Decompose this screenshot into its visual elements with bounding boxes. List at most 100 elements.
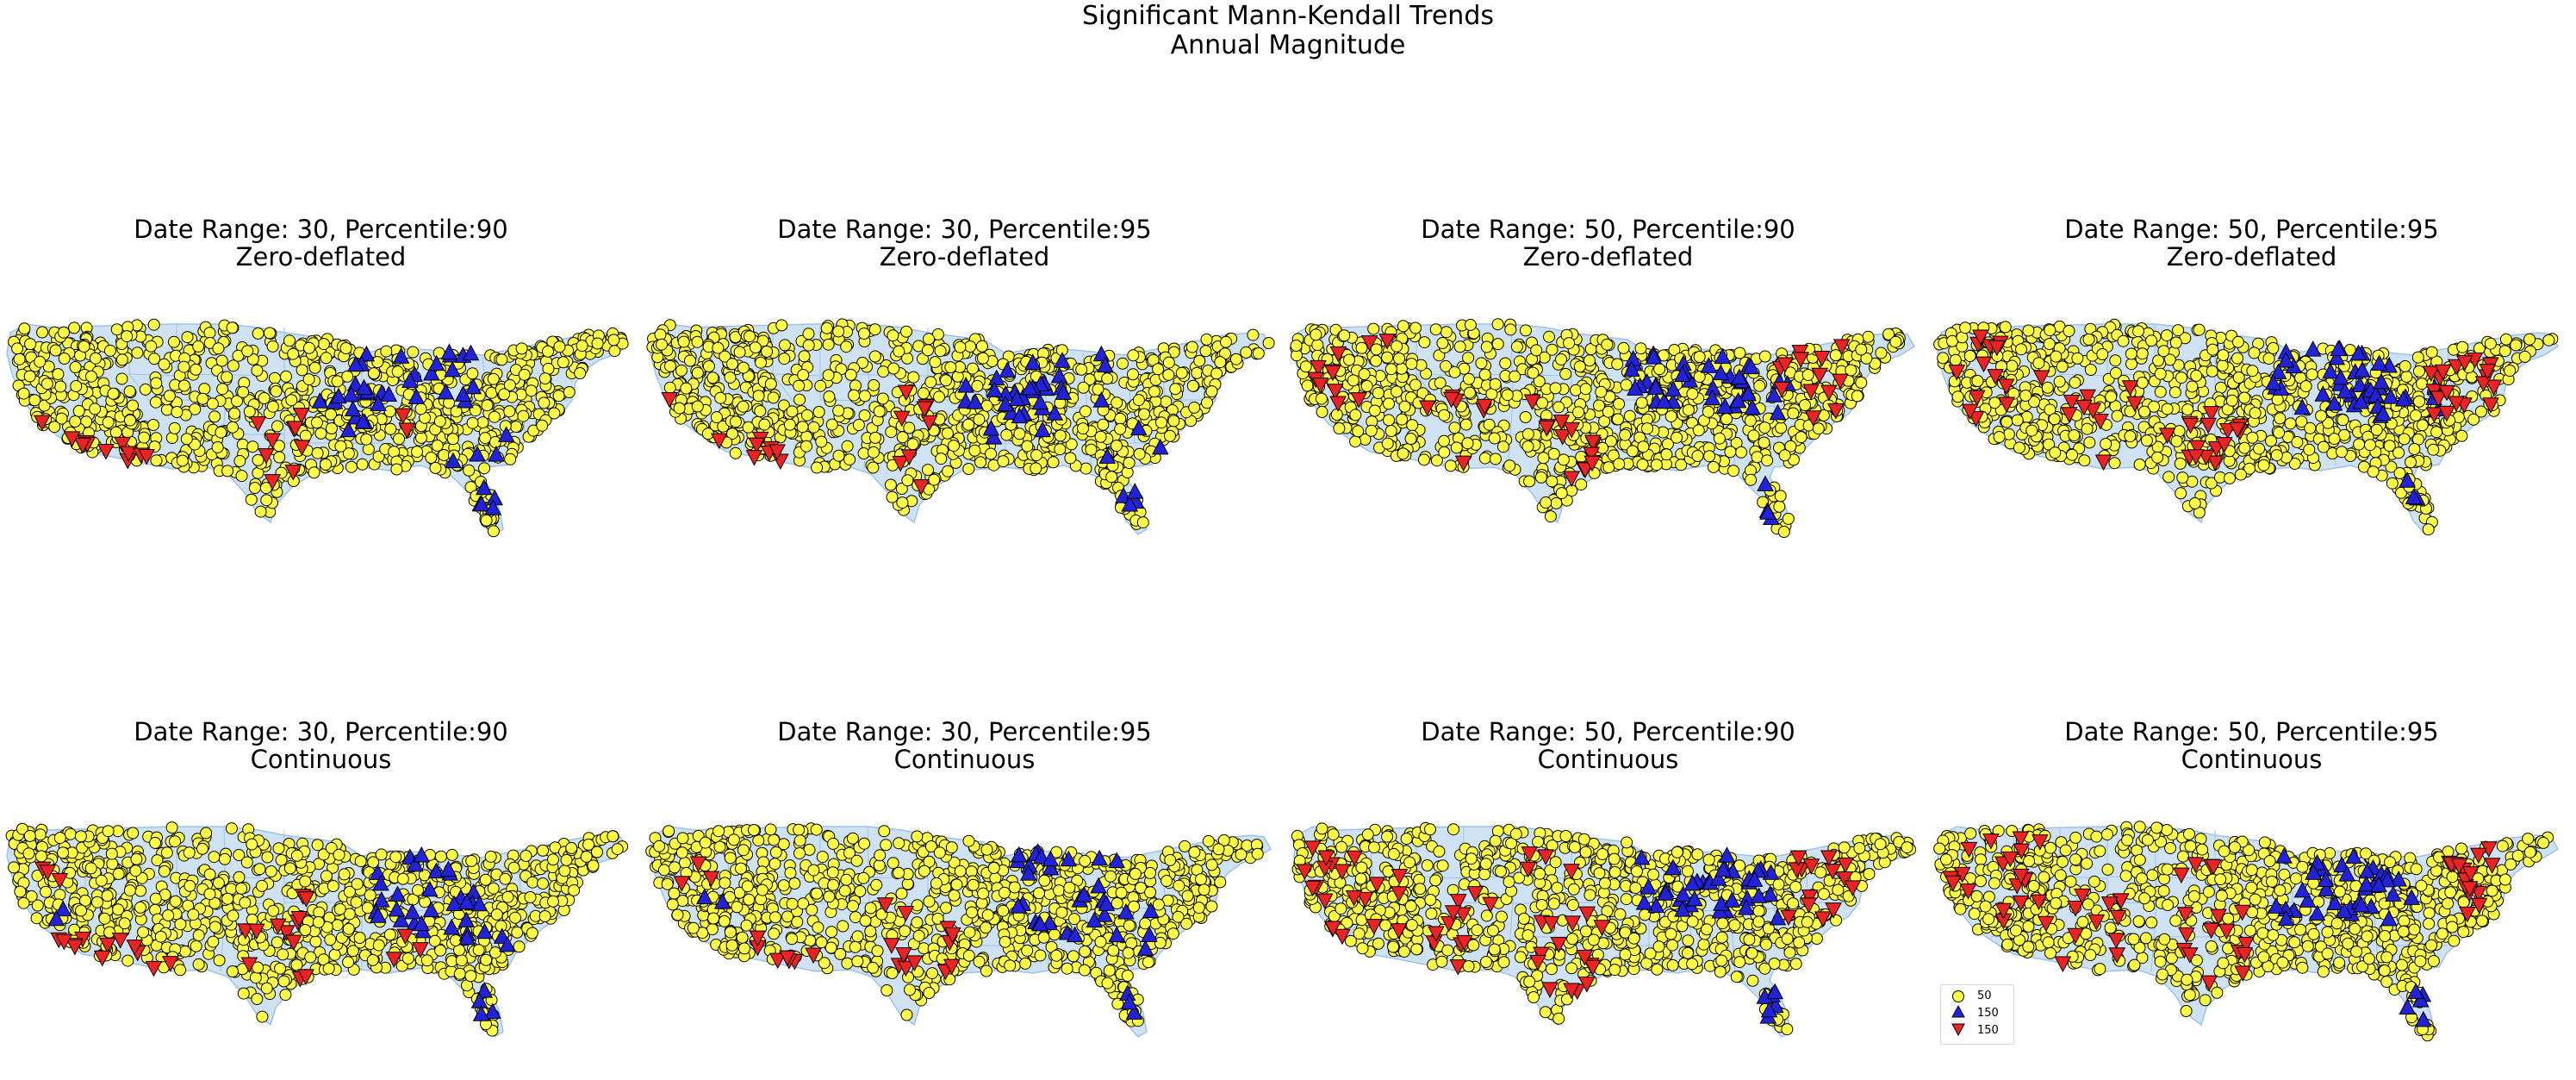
- station-marker-no-trend: [2085, 365, 2096, 376]
- station-marker-no-trend: [1369, 405, 1380, 416]
- station-marker-no-trend: [488, 411, 500, 422]
- station-marker-no-trend: [394, 434, 405, 445]
- station-marker-no-trend: [1589, 467, 1600, 478]
- station-marker-no-trend: [1950, 354, 1961, 365]
- station-marker-no-trend: [737, 362, 749, 373]
- station-marker-no-trend: [1241, 346, 1252, 358]
- station-marker-no-trend: [12, 343, 23, 354]
- station-marker-no-trend: [743, 421, 754, 433]
- station-marker-no-trend: [2254, 443, 2265, 454]
- station-marker-no-trend: [2218, 350, 2229, 361]
- station-marker-no-trend: [665, 360, 676, 371]
- station-marker-no-trend: [439, 450, 450, 461]
- station-marker-no-trend: [1451, 442, 1462, 453]
- station-marker-no-trend: [798, 370, 809, 381]
- station-marker-no-trend: [887, 491, 898, 503]
- station-marker-no-trend: [308, 467, 320, 478]
- station-marker-no-trend: [1148, 386, 1160, 397]
- station-marker-no-trend: [335, 440, 346, 452]
- station-marker-no-trend: [1484, 419, 1495, 430]
- station-marker-no-trend: [1524, 476, 1535, 487]
- station-marker-no-trend: [1602, 339, 1613, 350]
- station-marker-no-trend: [803, 340, 814, 351]
- station-marker-no-trend: [1418, 454, 1429, 465]
- station-marker-no-trend: [801, 440, 812, 452]
- station-marker-no-trend: [1800, 400, 1811, 411]
- station-marker-no-trend: [1430, 324, 1441, 335]
- station-marker-no-trend: [963, 419, 974, 430]
- station-marker-no-trend: [2001, 416, 2013, 428]
- station-marker-no-trend: [207, 398, 218, 409]
- station-marker-no-trend: [90, 403, 101, 415]
- station-marker-no-trend: [1612, 359, 1623, 370]
- station-marker-no-trend: [53, 369, 64, 380]
- station-marker-no-trend: [2318, 441, 2329, 453]
- station-marker-no-trend: [901, 326, 912, 337]
- station-marker-no-trend: [193, 340, 204, 352]
- station-marker-no-trend: [868, 379, 880, 390]
- station-marker-no-trend: [1762, 455, 1773, 466]
- station-marker-no-trend: [222, 465, 233, 477]
- station-marker-no-trend: [275, 963, 286, 974]
- station-marker-no-trend: [1497, 441, 1509, 453]
- station-marker-no-trend: [537, 420, 548, 431]
- station-marker-no-trend: [2226, 395, 2237, 406]
- station-marker-no-trend: [869, 324, 880, 335]
- station-marker-no-trend: [209, 411, 221, 422]
- station-marker-no-trend: [2232, 353, 2243, 364]
- station-marker-no-trend: [151, 455, 162, 466]
- station-marker-no-trend: [1694, 352, 1705, 363]
- station-marker-no-trend: [1759, 351, 1770, 362]
- station-marker-no-trend: [2155, 368, 2166, 379]
- station-marker-no-trend: [877, 393, 888, 404]
- station-marker-no-trend: [812, 462, 823, 473]
- station-marker-no-trend: [2170, 337, 2181, 348]
- station-marker-no-trend: [1106, 471, 1117, 483]
- station-marker-no-trend: [2020, 390, 2032, 402]
- conus-map: [1287, 271, 1929, 546]
- station-marker-no-trend: [853, 420, 864, 431]
- station-marker-no-trend: [942, 428, 953, 439]
- station-marker-no-trend: [37, 327, 48, 338]
- station-marker-no-trend: [2054, 376, 2065, 387]
- station-marker-no-trend: [2133, 326, 2144, 337]
- station-marker-no-trend: [124, 386, 135, 397]
- station-marker-no-trend: [936, 453, 947, 465]
- station-marker-no-trend: [1368, 323, 1379, 334]
- station-marker-no-trend: [674, 403, 685, 414]
- station-marker-no-trend: [1464, 373, 1475, 384]
- station-marker-no-trend: [416, 432, 427, 443]
- station-marker-no-trend: [1192, 367, 1203, 378]
- station-marker-no-trend: [320, 353, 332, 364]
- station-marker-no-trend: [1189, 402, 1200, 413]
- station-marker-no-trend: [1960, 322, 1971, 334]
- station-marker-no-trend: [280, 989, 291, 1001]
- station-marker-no-trend: [549, 408, 560, 419]
- station-marker-no-trend: [1745, 415, 1756, 427]
- station-marker-no-trend: [2000, 322, 2011, 333]
- station-marker-no-trend: [2247, 365, 2258, 377]
- station-marker-no-trend: [1671, 432, 1683, 443]
- station-marker-no-trend: [2524, 334, 2536, 345]
- station-marker-no-trend: [116, 354, 128, 365]
- station-marker-no-trend: [1186, 341, 1198, 353]
- station-marker-no-trend: [1546, 476, 1558, 487]
- station-marker-no-trend: [2247, 432, 2258, 443]
- station-marker-no-trend: [553, 390, 564, 402]
- station-marker-no-trend: [2399, 360, 2411, 371]
- station-marker-no-trend: [482, 400, 493, 411]
- station-marker-no-trend: [1851, 390, 1863, 402]
- station-marker-no-trend: [351, 896, 362, 908]
- station-marker-no-trend: [2504, 365, 2516, 377]
- station-marker-no-trend: [1492, 319, 1503, 330]
- station-marker-no-trend: [1651, 459, 1662, 471]
- station-marker-no-trend: [213, 343, 224, 354]
- station-marker-no-trend: [727, 359, 738, 370]
- station-marker-no-trend: [1614, 459, 1625, 470]
- station-marker-no-trend: [874, 406, 885, 417]
- station-marker-no-trend: [1334, 423, 1345, 434]
- station-marker-no-trend: [755, 406, 766, 417]
- station-marker-no-trend: [2169, 387, 2181, 398]
- station-marker-no-trend: [1938, 353, 1949, 364]
- station-marker-no-trend: [1683, 404, 1694, 415]
